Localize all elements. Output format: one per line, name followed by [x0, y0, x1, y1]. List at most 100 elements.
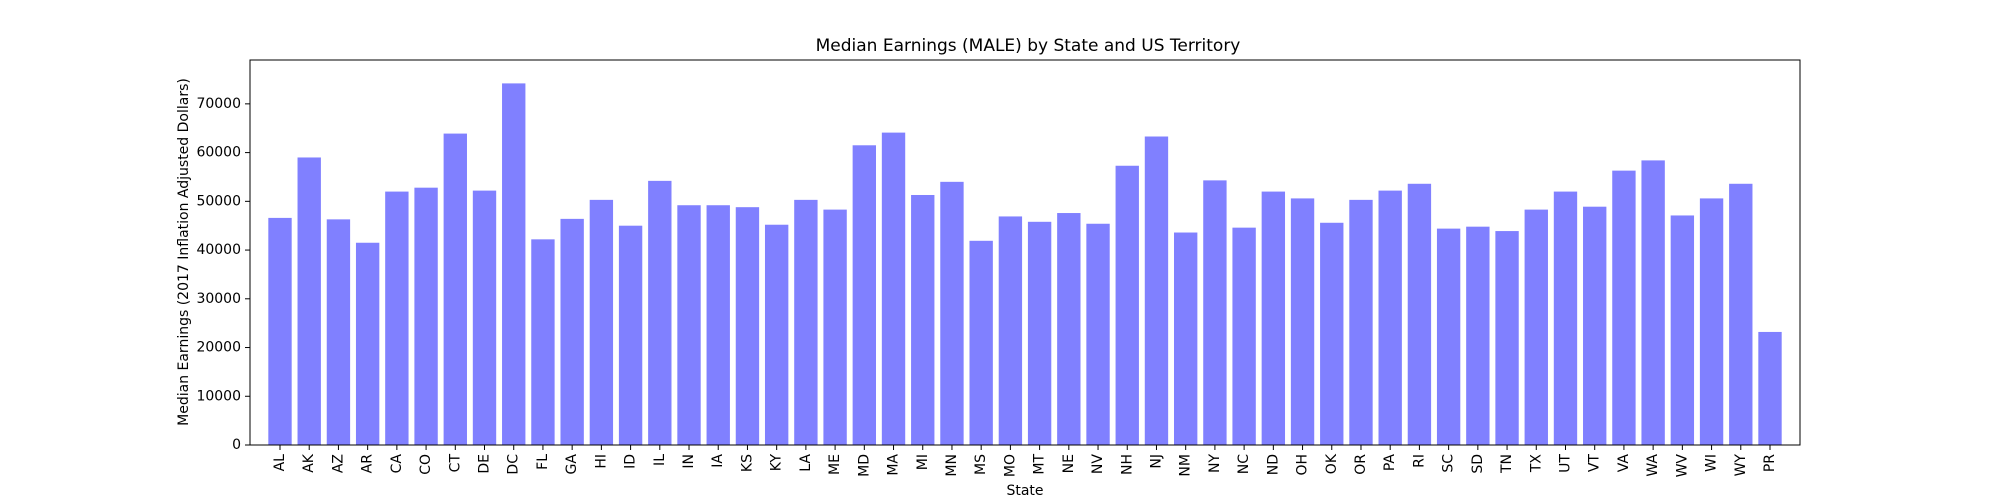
bar-nd: [1261, 191, 1286, 445]
bar-sc: [1436, 228, 1461, 445]
x-tick-label: CT: [447, 454, 463, 473]
bar-md: [852, 145, 876, 445]
y-tick-label: 50000: [196, 193, 241, 209]
x-tick-label: IN: [681, 454, 697, 469]
bar-or: [1349, 199, 1373, 445]
bar-ct: [443, 133, 467, 445]
bar-il: [648, 180, 672, 446]
bar-pa: [1378, 190, 1402, 445]
plot-frame: [249, 59, 1801, 446]
x-tick-label: DC: [506, 454, 522, 475]
bar-nv: [1086, 223, 1110, 445]
bar-ok: [1320, 222, 1344, 445]
x-tick-label: NY: [1207, 454, 1223, 473]
bar-ny: [1203, 180, 1227, 445]
bar-va: [1612, 170, 1636, 445]
bar-sd: [1466, 226, 1490, 445]
bar-pr: [1758, 331, 1782, 445]
bar-ms: [969, 240, 993, 445]
bar-wv: [1670, 215, 1695, 445]
y-tick-label: 30000: [196, 291, 241, 307]
bar-in: [677, 205, 701, 445]
x-tick-label: OK: [1324, 453, 1340, 474]
x-tick-label: DE: [477, 454, 493, 474]
y-axis-label: Median Earnings (2017 Inflation Adjusted…: [176, 78, 192, 426]
bar-ut: [1553, 191, 1578, 445]
x-tick-label: ID: [623, 454, 639, 469]
x-tick-label: MN: [944, 454, 960, 477]
chart-title: Median Earnings (MALE) by State and US T…: [816, 36, 1241, 56]
x-tick-label: NC: [1236, 454, 1252, 474]
x-tick-label: WA: [1645, 454, 1661, 477]
bar-wa: [1641, 160, 1665, 445]
bar-tx: [1524, 209, 1548, 445]
bar-nc: [1232, 227, 1256, 445]
x-tick-label: WI: [1704, 454, 1720, 472]
bar-ne: [1057, 213, 1081, 445]
bar-nm: [1174, 232, 1198, 445]
x-tick-label: PA: [1382, 454, 1398, 472]
bar-al: [268, 217, 292, 445]
x-tick-label: KY: [769, 454, 785, 472]
bar-ia: [706, 205, 730, 445]
x-tick-label: HI: [593, 454, 609, 469]
bar-ks: [735, 207, 760, 445]
x-tick-label: RI: [1411, 454, 1427, 468]
x-tick-label: MA: [886, 454, 902, 476]
x-tick-label: WV: [1674, 454, 1690, 478]
bar-ca: [385, 191, 409, 445]
x-tick-label: SD: [1470, 454, 1486, 474]
x-tick-label: AR: [360, 454, 376, 474]
bar-wi: [1699, 198, 1724, 445]
bar-oh: [1290, 198, 1315, 445]
y-tick-label: 0: [232, 437, 241, 453]
x-tick-label: GA: [564, 454, 580, 475]
x-tick-label: AK: [301, 453, 317, 473]
x-tick-label: ND: [1265, 454, 1281, 475]
bar-de: [472, 190, 497, 445]
bar-nj: [1144, 136, 1169, 445]
y-tick-label: 20000: [196, 340, 241, 356]
bar-dc: [502, 83, 526, 445]
x-tick-label: MS: [973, 454, 989, 475]
x-tick-label: AZ: [330, 454, 346, 473]
bar-tn: [1495, 231, 1519, 445]
y-tick-label: 60000: [196, 145, 241, 161]
y-tick-label: 70000: [196, 96, 241, 112]
x-tick-label: TN: [1499, 454, 1515, 474]
bar-mt: [1027, 221, 1052, 445]
bar-hi: [589, 199, 614, 445]
bar-ga: [560, 218, 584, 445]
x-tick-label: MT: [1032, 454, 1048, 475]
bar-ma: [881, 132, 906, 446]
x-tick-label: MI: [915, 454, 931, 470]
bar-ak: [297, 157, 321, 445]
x-tick-label: MO: [1002, 454, 1018, 477]
x-tick-label: NJ: [1148, 454, 1164, 469]
bar-co: [414, 187, 438, 445]
x-tick-label: WY: [1733, 454, 1749, 477]
x-axis-label: State: [1006, 483, 1043, 499]
x-tick-label: UT: [1557, 454, 1573, 473]
x-tick-label: NH: [1119, 454, 1135, 475]
bar-fl: [531, 239, 555, 445]
x-tick-label: CA: [389, 454, 405, 474]
x-tick-label: PR: [1762, 454, 1778, 472]
bar-az: [326, 219, 351, 445]
bar-ar: [355, 242, 380, 445]
y-tick-label: 10000: [196, 388, 241, 404]
bar-nh: [1115, 165, 1139, 445]
x-tick-label: KS: [739, 454, 755, 472]
x-tick-label: NV: [1090, 454, 1106, 474]
bar-vt: [1583, 206, 1607, 445]
x-tick-label: NM: [1178, 454, 1194, 477]
x-tick-label: VT: [1587, 454, 1603, 473]
x-tick-label: ME: [827, 454, 843, 475]
x-tick-label: IA: [710, 454, 726, 468]
x-tick-label: CO: [418, 454, 434, 475]
x-tick-label: OR: [1353, 454, 1369, 475]
bar-id: [618, 225, 643, 445]
bar-ri: [1407, 183, 1432, 445]
x-tick-label: VA: [1616, 454, 1632, 473]
